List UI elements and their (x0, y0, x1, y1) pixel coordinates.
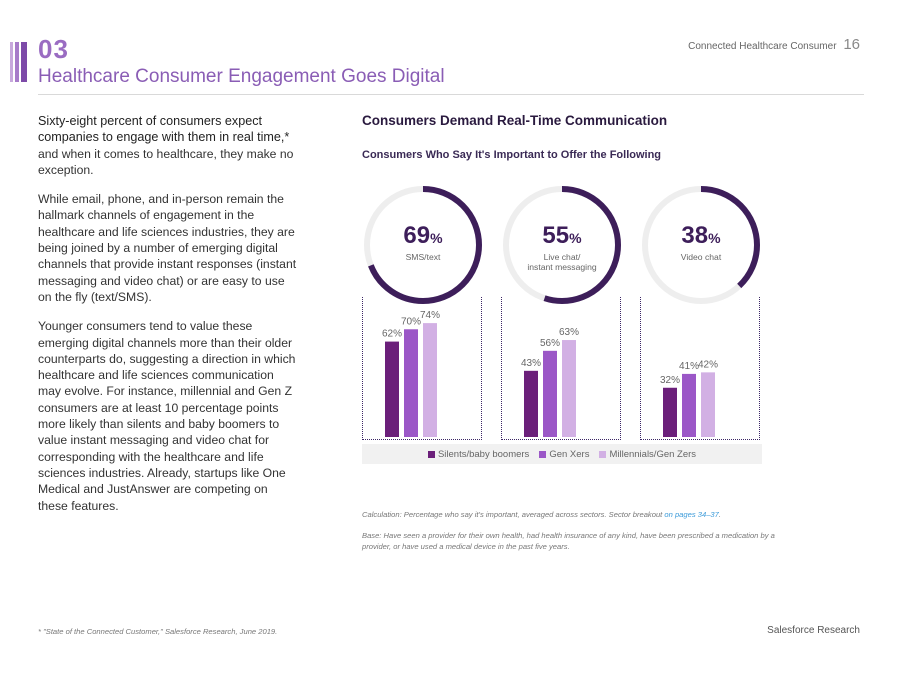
bar-2 (423, 323, 437, 437)
bar-value-label: 62% (382, 329, 402, 340)
legend-swatch (599, 450, 607, 458)
bar-value-label: 70% (401, 316, 421, 327)
footnote: * "State of the Connected Customer," Sal… (38, 627, 278, 636)
bar-panel-sms: 62% 70% 74% (362, 297, 482, 440)
donut-label: SMS/text (405, 252, 441, 262)
bar-value-label: 56% (540, 338, 560, 349)
donut-ring (503, 186, 621, 304)
bar-group: 62% 70%74% (382, 310, 440, 437)
brand-name: Salesforce Research (767, 625, 860, 636)
bar-2 (701, 372, 715, 437)
donut-label-line2: instant messaging (527, 262, 597, 272)
donut-ring (642, 186, 760, 304)
body-text: Sixty-eight percent of consumers expect … (38, 113, 300, 527)
donut-arc (642, 186, 760, 304)
donut-value: 38 (681, 222, 709, 249)
bar-panel-video-chat: 32% 41% 42% (640, 297, 760, 440)
calc-end: . (718, 510, 722, 519)
lead-paragraph: Sixty-eight percent of consumers expect … (38, 113, 300, 178)
legend-label: Millennials/Gen Zers (609, 448, 697, 460)
legend-item-silents: Silents/baby boomers (427, 448, 530, 460)
bar-1 (543, 350, 557, 437)
legend-item-genx: Gen Xers (539, 449, 589, 460)
chart-subtitle: Consumers Who Say It's Important to Offe… (362, 149, 662, 161)
bar-value-label: 42% (698, 359, 718, 370)
running-header: Connected Healthcare Consumer 16 (688, 36, 860, 53)
donut-arc (364, 186, 482, 304)
header-rule (38, 94, 864, 95)
donut-ring (364, 186, 482, 304)
bar-0 (663, 387, 677, 437)
donut-video-chat: 38% Video chat (639, 183, 763, 307)
donut-live-chat: 55% Live chat/ instant messaging (500, 183, 624, 307)
chart-title: Consumers Demand Real-Time Communication (362, 113, 668, 128)
bar-value-label: 74% (420, 310, 440, 321)
bar-group: 43% 56%63% (521, 327, 579, 437)
pages-link[interactable]: on pages 34–37 (664, 510, 719, 519)
donut-label: Live chat/ (543, 252, 581, 262)
bar-1 (682, 373, 696, 437)
legend-item-millennials: Millennials/Gen Zers (599, 449, 696, 460)
bar-value-label: 32% (660, 375, 680, 386)
donut-label: Video chat (680, 252, 722, 262)
legend-swatch (539, 450, 547, 458)
calculation-note: Calculation: Percentage who say it's imp… (362, 510, 802, 519)
accent-bars (10, 42, 28, 82)
bar-group: 32% 41%42% (660, 359, 718, 437)
paragraph-3: Younger consumers tend to value these em… (38, 319, 296, 513)
bar-2 (562, 340, 576, 437)
bar-1 (404, 329, 418, 437)
donut-sms: 69% SMS/text (361, 183, 485, 307)
lead-sentence: Sixty-eight percent of consumers expect … (38, 114, 290, 145)
legend-label: Gen Xers (549, 448, 590, 460)
legend-swatch (427, 450, 435, 458)
bar-0 (524, 370, 538, 437)
bar-panel-live-chat: 43% 56% 63% (501, 297, 621, 440)
page-number: 16 (843, 36, 860, 53)
base-note: Base: Have seen a provider for their own… (362, 531, 775, 551)
donut-value: 55 (542, 222, 570, 249)
report-name: Connected Healthcare Consumer (688, 41, 837, 52)
lead-continuation: and when it comes to healthcare, they ma… (38, 146, 294, 177)
section-number: 03 (38, 34, 69, 64)
donut-value: 69 (403, 222, 431, 249)
chart-legend: Silents/baby boomers Gen Xers Millennial… (362, 444, 762, 464)
bar-value-label: 63% (559, 327, 579, 338)
legend-label: Silents/baby boomers (437, 448, 530, 460)
paragraph-2: While email, phone, and in-person remain… (38, 192, 297, 304)
bar-value-label: 41% (679, 361, 699, 372)
bar-0 (385, 341, 399, 437)
page-title: Healthcare Consumer Engagement Goes Digi… (38, 66, 445, 87)
bar-value-label: 43% (521, 358, 541, 369)
calc-text: Calculation: Percentage who say it's imp… (362, 510, 665, 519)
donut-arc (503, 186, 621, 304)
